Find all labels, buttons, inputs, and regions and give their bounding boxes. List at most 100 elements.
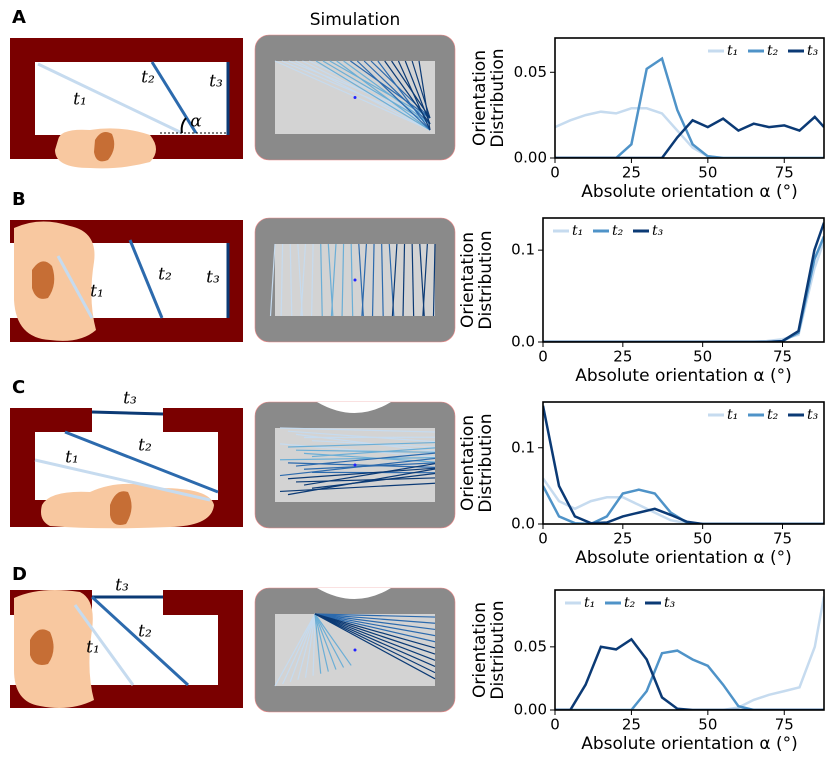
x-tick-label: 50: [698, 164, 717, 182]
x-tick-label: 50: [698, 716, 717, 734]
chart: 0 25 50 75 0.00 0.05 Absolute orientation α (°…: [470, 589, 825, 754]
legend-label: t₁: [584, 595, 595, 611]
y-axis-label: Distribution: [488, 600, 508, 699]
series-line: [543, 235, 824, 342]
sim-line: [309, 60, 431, 119]
sim-line: [279, 457, 436, 461]
y-tick-label: 0.1: [511, 438, 535, 456]
sim-line: [314, 613, 436, 643]
sim-line: [311, 472, 436, 489]
sim-line: [279, 427, 436, 433]
y-tick-label: 0.00: [514, 701, 547, 719]
sim-center: [353, 96, 357, 99]
sim-line: [336, 60, 431, 131]
sim-line: [381, 243, 384, 317]
sim-line: [314, 613, 436, 674]
sim-line: [304, 613, 316, 678]
sim-line: [312, 613, 316, 676]
series-line: [555, 637, 824, 710]
series-line: [555, 107, 824, 158]
sim-line: [397, 60, 431, 131]
sim-line: [287, 467, 436, 480]
sim-center: [353, 648, 357, 652]
plot-frame: [542, 217, 825, 343]
x-tick-label: 75: [773, 530, 792, 548]
sim-line: [377, 60, 431, 131]
panel-letter: A: [12, 7, 26, 28]
sim-line: [320, 243, 323, 317]
y-tick-label: 0.1: [511, 241, 535, 259]
diagram-a: [10, 38, 243, 169]
sim-line: [350, 243, 354, 317]
y-axis-label: Distribution: [476, 230, 496, 329]
series-line: [543, 405, 824, 524]
legend-label: t₁: [727, 407, 738, 423]
diagram-label: t₂: [138, 622, 152, 642]
sim-line: [300, 243, 307, 317]
sim-line: [274, 60, 431, 131]
chart: 0 25 50 75 0.00 0.05 Absolute orientation α (°…: [470, 37, 825, 202]
y-axis-label: Distribution: [488, 48, 508, 147]
sim-line: [314, 613, 436, 631]
y-axis-label: Orientation: [458, 232, 478, 328]
y-axis-label: Distribution: [476, 413, 496, 512]
sim-line: [314, 613, 329, 672]
legend-label: t₃: [807, 407, 819, 423]
sim-line: [314, 613, 322, 674]
diagram-c: [10, 408, 243, 529]
x-tick-label: 0: [550, 716, 560, 734]
y-tick-label: 0.0: [511, 515, 535, 533]
chart: 0 25 50 75 0.0 0.1 Absolute orientation α (°) O…: [458, 217, 825, 386]
diagram-label: t₃: [115, 576, 129, 596]
diagram-label: t₂: [158, 265, 172, 285]
legend-label: t₂: [767, 43, 779, 59]
x-tick-label: 25: [622, 716, 641, 734]
sim-line: [418, 60, 431, 131]
legend-label: t₂: [624, 595, 636, 611]
sim-line: [302, 60, 431, 125]
sim-line: [303, 463, 436, 486]
series-line: [543, 222, 824, 342]
diagram-label: α: [190, 112, 202, 132]
sim-line: [287, 441, 436, 448]
chart: 0 25 50 75 0.0 0.1 Absolute orientation α (°) O…: [458, 401, 825, 568]
sim-line: [314, 613, 436, 680]
sim-line: [315, 60, 431, 131]
sim-line: [289, 613, 316, 683]
plot-frame: [554, 589, 825, 711]
series-line: [543, 477, 824, 524]
x-tick-label: 75: [775, 164, 794, 182]
x-tick-label: 0: [550, 164, 560, 182]
sim-line: [279, 482, 436, 493]
sim-line: [287, 462, 436, 468]
sim-line: [314, 613, 436, 668]
x-axis-label: Absolute orientation α (°): [581, 182, 797, 202]
sim-line: [314, 613, 436, 655]
legend-label: t₃: [664, 595, 676, 611]
sim-line: [314, 613, 352, 666]
series-line: [555, 596, 824, 710]
sim-line: [287, 468, 436, 496]
series-line: [555, 115, 824, 158]
y-tick-label: 0.05: [514, 63, 547, 81]
sim-line: [341, 243, 345, 317]
x-tick-label: 0: [538, 530, 548, 548]
y-tick-label: 0.0: [511, 333, 535, 351]
sim-center: [353, 278, 357, 282]
legend-label: t₃: [807, 43, 819, 59]
diagram-label: t₁: [73, 90, 87, 110]
plot-frame: [554, 37, 825, 159]
sim-line: [282, 613, 316, 685]
diagram-d: [10, 590, 243, 708]
sim-line: [295, 449, 436, 453]
panel-letter: D: [12, 564, 27, 585]
sim-line: [289, 243, 293, 317]
simulation-title: Simulation: [310, 10, 401, 30]
sim-opening: [317, 402, 391, 413]
panel-letter: B: [12, 189, 26, 210]
diagram-label: t₃: [206, 268, 220, 288]
series-line: [555, 56, 824, 158]
y-tick-label: 0.05: [514, 637, 547, 655]
sim-line: [391, 243, 398, 317]
